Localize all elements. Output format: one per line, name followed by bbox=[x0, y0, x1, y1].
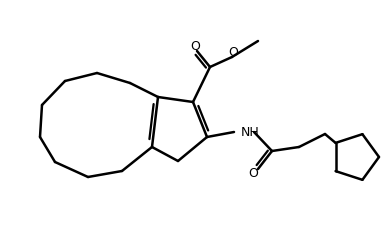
Text: O: O bbox=[248, 167, 258, 180]
Text: NH: NH bbox=[241, 125, 259, 138]
Text: O: O bbox=[190, 40, 200, 53]
Text: O: O bbox=[228, 46, 238, 59]
